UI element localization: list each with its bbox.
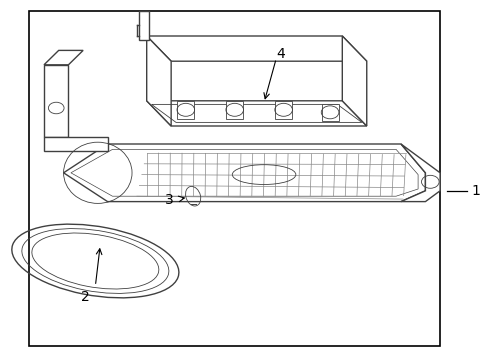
Polygon shape [44, 65, 68, 137]
Text: 1: 1 [471, 184, 480, 198]
Polygon shape [139, 11, 149, 40]
Bar [321, 104, 338, 121]
Text: 3: 3 [164, 193, 173, 207]
Polygon shape [146, 36, 171, 126]
Bar [177, 101, 194, 119]
Bar [274, 101, 291, 119]
Text: 4: 4 [276, 47, 285, 61]
Polygon shape [146, 36, 366, 61]
Text: 2: 2 [81, 290, 90, 304]
Polygon shape [400, 144, 439, 202]
Bar [29, 11, 439, 346]
Polygon shape [44, 137, 107, 151]
Polygon shape [146, 101, 366, 126]
Bar [225, 101, 243, 119]
Polygon shape [342, 36, 366, 126]
Polygon shape [44, 50, 83, 65]
Polygon shape [63, 144, 425, 202]
